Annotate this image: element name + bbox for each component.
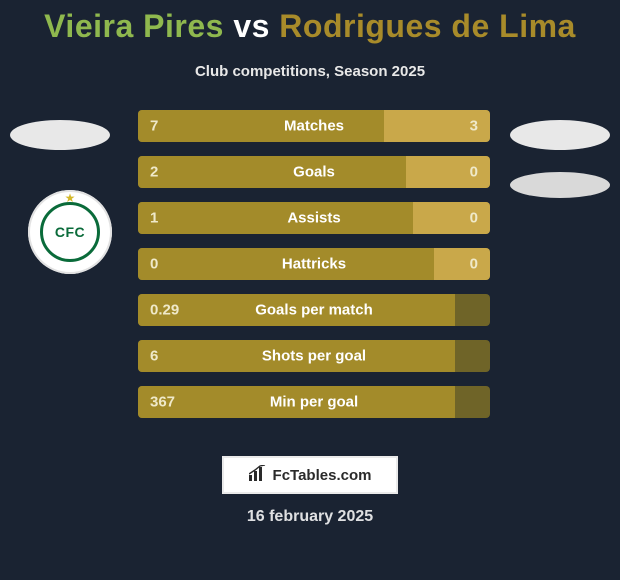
stat-value-left: 6	[150, 348, 158, 365]
star-icon: ★	[65, 191, 76, 205]
stat-value-left: 0	[150, 256, 158, 273]
player1-club-crest: ★ CFC	[28, 190, 112, 274]
bar-right-fill	[434, 248, 490, 280]
vs-separator: vs	[233, 8, 270, 44]
bar-left-fill	[138, 202, 413, 234]
bar-left-fill	[138, 110, 384, 142]
stat-row: 0 0 Hattricks	[138, 248, 490, 280]
comparison-stage: ★ CFC 7 3 Matches 2 0 Goals 1 0 Assists 0 0 Hattric…	[0, 110, 620, 440]
stat-value-right: 0	[470, 164, 478, 181]
source-logo: FcTables.com	[222, 456, 398, 494]
stat-label: Goals	[293, 164, 335, 181]
stat-value-right: 0	[470, 256, 478, 273]
bar-left-fill	[138, 156, 406, 188]
player2-name: Rodrigues de Lima	[279, 8, 576, 44]
chart-icon	[249, 465, 267, 486]
stat-row: 367 Min per goal	[138, 386, 490, 418]
stat-value-right: 3	[470, 118, 478, 135]
stat-row: 0.29 Goals per match	[138, 294, 490, 326]
stat-row: 2 0 Goals	[138, 156, 490, 188]
subtitle: Club competitions, Season 2025	[0, 63, 620, 80]
comparison-title: Vieira Pires vs Rodrigues de Lima	[0, 0, 620, 45]
stat-row: 7 3 Matches	[138, 110, 490, 142]
player2-club-placeholder	[510, 172, 610, 198]
stat-value-left: 2	[150, 164, 158, 181]
player2-badge-placeholder	[510, 120, 610, 150]
stat-label: Goals per match	[255, 302, 373, 319]
stat-label: Matches	[284, 118, 344, 135]
stat-row: 6 Shots per goal	[138, 340, 490, 372]
player1-badge-placeholder	[10, 120, 110, 150]
player1-name: Vieira Pires	[44, 8, 224, 44]
stat-value-right: 0	[470, 210, 478, 227]
stat-value-left: 7	[150, 118, 158, 135]
date-label: 16 february 2025	[0, 508, 620, 526]
stat-value-left: 0.29	[150, 302, 179, 319]
stat-label: Shots per goal	[262, 348, 366, 365]
stat-row: 1 0 Assists	[138, 202, 490, 234]
bar-right-fill	[413, 202, 490, 234]
stat-label: Assists	[287, 210, 340, 227]
stat-value-left: 1	[150, 210, 158, 227]
stat-label: Hattricks	[282, 256, 346, 273]
source-brand: FcTables.com	[273, 467, 372, 484]
crest-ring: ★ CFC	[40, 202, 100, 262]
stat-label: Min per goal	[270, 394, 358, 411]
stat-bars: 7 3 Matches 2 0 Goals 1 0 Assists 0 0 Hattricks 0.29…	[138, 110, 490, 432]
stat-value-left: 367	[150, 394, 175, 411]
crest-initials: CFC	[55, 224, 85, 240]
